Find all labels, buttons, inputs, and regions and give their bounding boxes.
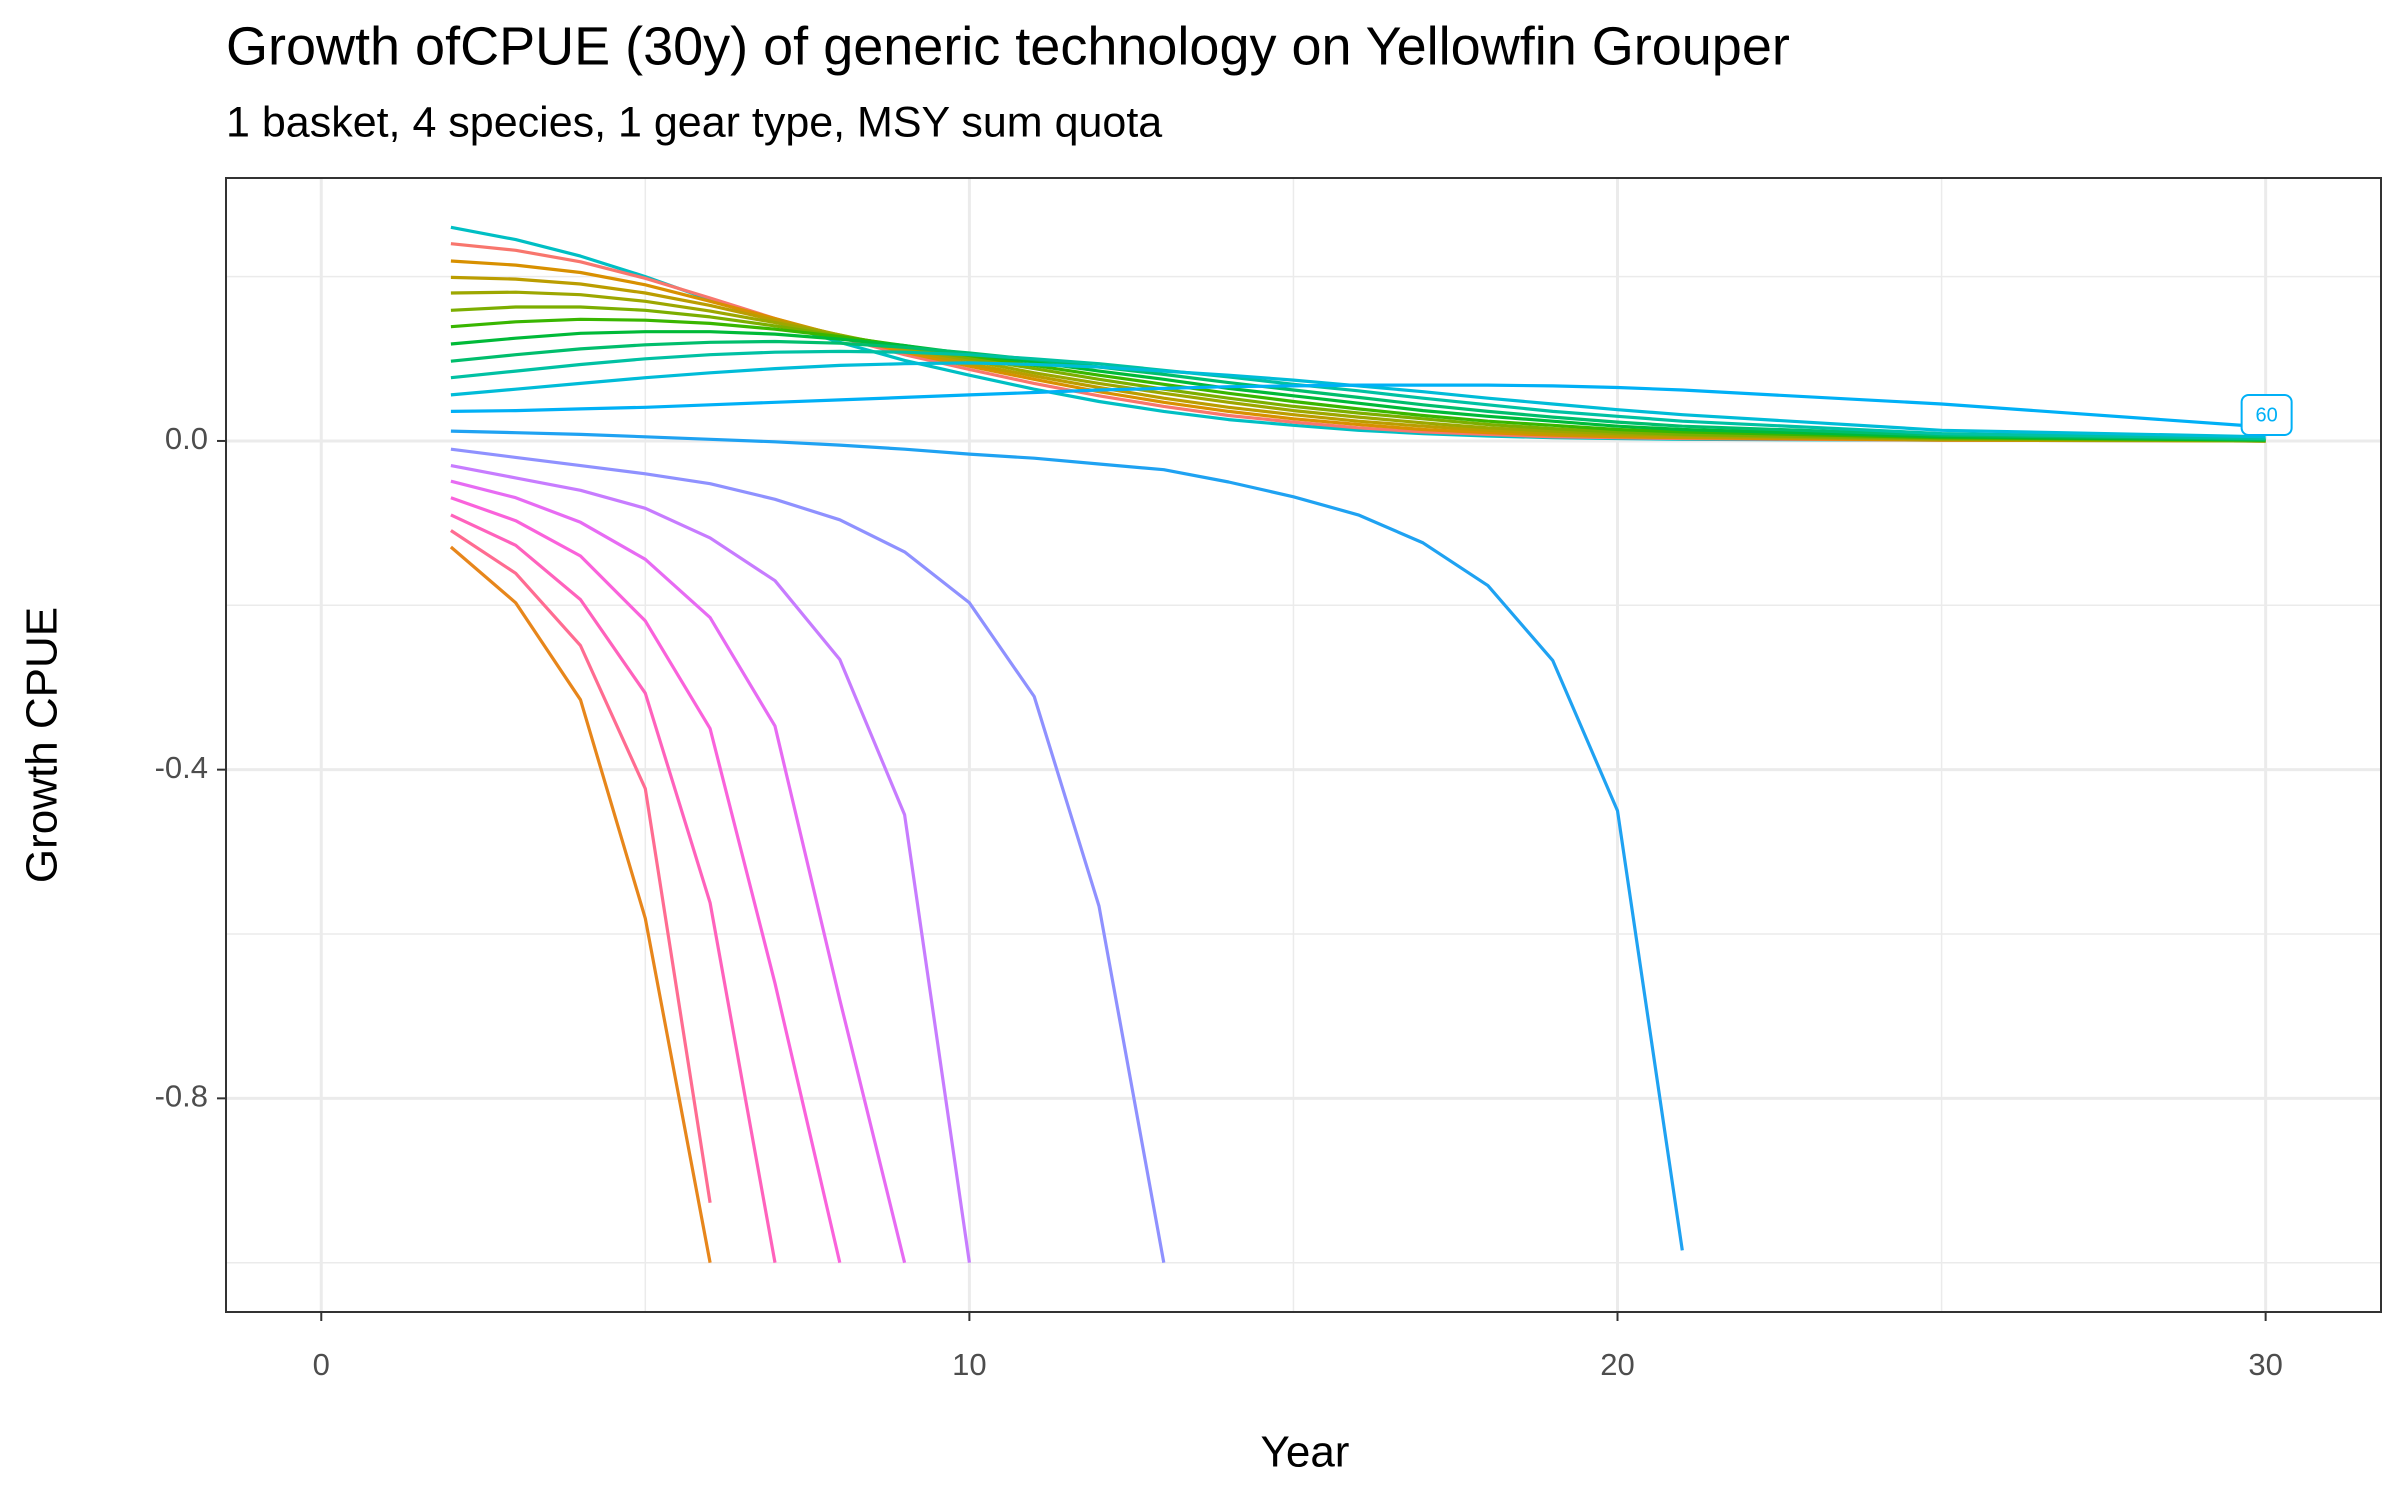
series-line bbox=[450, 383, 2266, 429]
x-tick-label: 10 bbox=[952, 1347, 986, 1382]
y-tick-label: 0.0 bbox=[165, 421, 208, 456]
lines bbox=[449, 225, 2266, 1264]
series-line bbox=[450, 349, 2266, 441]
series-line bbox=[450, 330, 2266, 442]
x-tick-label: 0 bbox=[313, 1347, 330, 1382]
y-tick-label: -0.4 bbox=[155, 750, 208, 785]
series-line bbox=[450, 305, 2266, 443]
series-line bbox=[450, 317, 2266, 442]
series-line bbox=[450, 464, 971, 1263]
y-axis-title: Growth CPUE bbox=[18, 607, 67, 883]
panel-border bbox=[225, 177, 2382, 1313]
x-tick-label: 30 bbox=[2248, 1347, 2282, 1382]
series-line bbox=[450, 496, 842, 1264]
series-line bbox=[450, 529, 712, 1203]
series-line bbox=[450, 513, 777, 1263]
series-line bbox=[449, 545, 712, 1263]
series-line bbox=[450, 429, 1684, 1251]
chart-title: Growth ofCPUE (30y) of generic technolog… bbox=[226, 16, 1790, 76]
series-line bbox=[450, 275, 2266, 443]
series-line bbox=[450, 361, 2266, 439]
chart-subtitle: 1 basket, 4 species, 1 gear type, MSY su… bbox=[226, 98, 1162, 146]
series-line bbox=[450, 447, 1166, 1263]
x-axis-title: Year bbox=[1261, 1428, 1350, 1477]
series-line bbox=[450, 339, 2266, 441]
x-tick-label: 20 bbox=[1600, 1347, 1634, 1382]
end-label: 60 bbox=[2256, 404, 2278, 426]
series-line bbox=[450, 479, 907, 1264]
end-label-box bbox=[2240, 393, 2293, 436]
y-tick-label: -0.8 bbox=[155, 1079, 208, 1114]
